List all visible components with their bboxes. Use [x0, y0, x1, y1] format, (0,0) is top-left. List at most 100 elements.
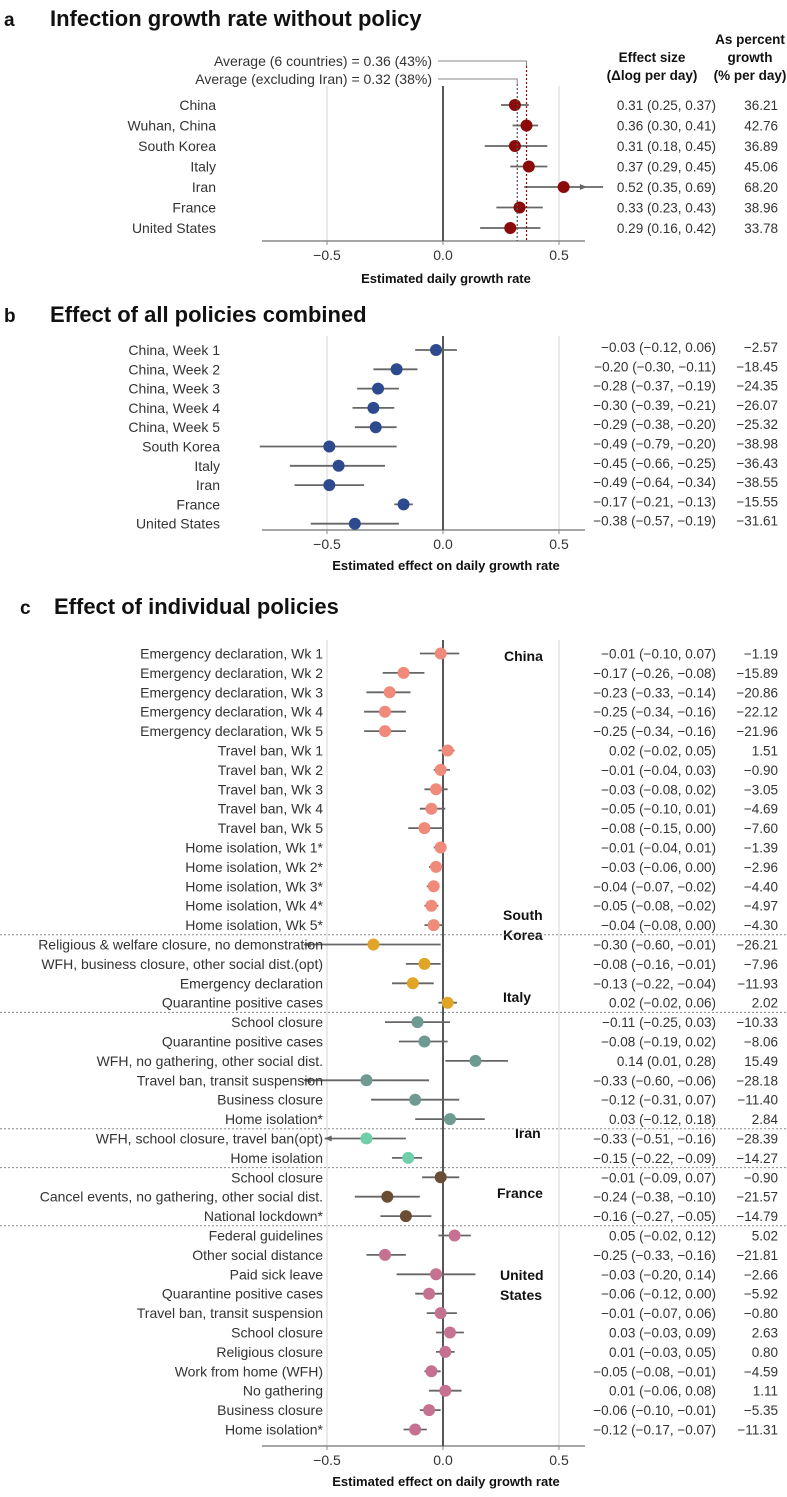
- row-effect-size: −0.33 (−0.51, −0.16): [593, 1132, 716, 1147]
- row-label: Iran: [196, 477, 220, 493]
- point-estimate: [434, 841, 447, 854]
- x-tick-label: 0.0: [433, 536, 453, 552]
- row-percent: −2.66: [744, 1267, 778, 1282]
- point-estimate: [367, 938, 380, 951]
- row-percent: −11.40: [737, 1093, 778, 1108]
- row-effect-size: −0.38 (−0.57, −0.19): [593, 514, 716, 529]
- row-effect-size: −0.25 (−0.34, −0.16): [593, 724, 716, 739]
- row-label: Work from home (WFH): [175, 1363, 323, 1379]
- row-label: China: [179, 97, 216, 113]
- point-estimate: [443, 1113, 456, 1126]
- group-label-united: United: [500, 1267, 544, 1283]
- row-effect-size: −0.05 (−0.08, −0.02): [593, 899, 716, 914]
- panel-b-plot: −0.5 0.0 0.5 China, Week 1 −0.03 (−0.12, 0.0…: [128, 336, 778, 552]
- average-leader: [438, 78, 518, 84]
- row-percent: −22.12: [736, 705, 778, 720]
- row-label: WFH, school closure, travel ban(opt): [96, 1131, 323, 1147]
- row-label: Religious & welfare closure, no demonstr…: [38, 937, 323, 953]
- row-percent: −28.39: [736, 1132, 778, 1147]
- row-percent: 42.76: [744, 119, 778, 134]
- ci-arrow: [579, 184, 587, 190]
- row-label: United States: [136, 516, 220, 532]
- point-estimate: [441, 744, 454, 757]
- row-effect-size: −0.12 (−0.31, 0.07): [601, 1093, 716, 1108]
- row-effect-size: 0.01 (−0.06, 0.08): [609, 1384, 716, 1399]
- row-label: Cancel events, no gathering, other socia…: [40, 1189, 323, 1205]
- row-effect-size: −0.29 (−0.38, −0.20): [593, 417, 716, 432]
- row-label: Wuhan, China: [128, 118, 217, 134]
- row-label: Travel ban, Wk 3: [218, 781, 324, 797]
- row-effect-size: 0.14 (0.01, 0.28): [617, 1054, 716, 1069]
- row-effect-size: 0.31 (0.25, 0.37): [617, 98, 716, 113]
- row-percent: 33.78: [744, 221, 778, 236]
- panel-a-xlabel: Estimated daily growth rate: [361, 271, 531, 286]
- point-estimate: [508, 99, 521, 111]
- row-effect-size: −0.06 (−0.12, 0.00): [601, 1287, 716, 1302]
- row-label: China, Week 1: [128, 342, 220, 358]
- row-label: Home isolation: [230, 1150, 323, 1166]
- point-estimate: [425, 899, 438, 912]
- row-effect-size: −0.04 (−0.08, 0.00): [601, 918, 716, 933]
- row-percent: −24.35: [736, 379, 778, 394]
- average-excl-label: Average (excluding Iran) = 0.32 (38%): [195, 71, 432, 87]
- point-estimate: [427, 880, 440, 893]
- point-estimate: [469, 1054, 482, 1067]
- row-label: School closure: [231, 1169, 323, 1185]
- row-effect-size: −0.06 (−0.10, −0.01): [593, 1403, 716, 1418]
- row-effect-size: 0.02 (−0.02, 0.06): [609, 996, 716, 1011]
- point-estimate: [397, 666, 410, 679]
- row-label: Emergency declaration, Wk 1: [140, 646, 323, 662]
- row-percent: −1.19: [744, 647, 778, 662]
- panel-c-letter: c: [20, 598, 31, 619]
- row-percent: −26.21: [736, 938, 778, 953]
- row-effect-size: −0.04 (−0.07, −0.02): [593, 879, 716, 894]
- row-label: Home isolation, Wk 5*: [185, 917, 323, 933]
- row-percent: −18.45: [736, 359, 778, 374]
- point-estimate: [348, 517, 361, 530]
- point-estimate: [430, 783, 443, 796]
- row-percent: 1.51: [752, 744, 778, 759]
- x-tick-label: 0.0: [433, 1452, 453, 1468]
- row-label: China, Week 3: [128, 381, 220, 397]
- panel-c-plot: −0.5 0.0 0.5 Emergency declaration, Wk 1 −0.…: [0, 640, 787, 1468]
- point-estimate: [379, 1248, 391, 1261]
- panel-b-xlabel: Estimated effect on daily growth rate: [332, 558, 560, 573]
- row-effect-size: −0.33 (−0.60, −0.06): [593, 1073, 716, 1088]
- row-label: Home isolation, Wk 2*: [185, 859, 323, 875]
- row-effect-size: −0.49 (−0.79, −0.20): [593, 437, 716, 452]
- panel-b-title: Effect of all policies combined: [50, 302, 367, 327]
- row-percent: −11.31: [737, 1423, 778, 1438]
- row-effect-size: 0.29 (0.16, 0.42): [617, 221, 716, 236]
- row-label: Italy: [190, 159, 216, 175]
- row-label: Federal guidelines: [209, 1228, 323, 1244]
- point-estimate: [441, 996, 454, 1009]
- row-effect-size: −0.49 (−0.64, −0.34): [593, 475, 716, 490]
- row-percent: 36.89: [744, 139, 778, 154]
- point-estimate: [332, 459, 345, 472]
- row-effect-size: −0.01 (−0.10, 0.07): [601, 647, 716, 662]
- point-estimate: [418, 1035, 431, 1048]
- row-percent: −7.96: [744, 957, 778, 972]
- group-label-italy: Italy: [503, 989, 531, 1005]
- row-percent: 68.20: [744, 180, 778, 195]
- point-estimate: [557, 181, 570, 193]
- row-percent: −36.43: [736, 456, 778, 471]
- row-label: WFH, no gathering, other social dist.: [97, 1053, 323, 1069]
- x-tick-label: −0.5: [313, 1452, 341, 1468]
- row-effect-size: −0.03 (−0.12, 0.06): [601, 340, 716, 355]
- row-effect-size: −0.24 (−0.38, −0.10): [593, 1190, 716, 1205]
- group-label-south: South: [503, 907, 543, 923]
- row-label: Home isolation, Wk 1*: [185, 840, 323, 856]
- row-label: South Korea: [142, 439, 220, 455]
- row-label: United States: [132, 220, 216, 236]
- row-percent: 0.80: [752, 1345, 778, 1360]
- x-tick-label: −0.5: [313, 247, 341, 263]
- row-percent: 1.11: [753, 1384, 778, 1399]
- point-estimate: [520, 119, 533, 132]
- row-percent: −21.81: [736, 1248, 778, 1263]
- point-estimate: [448, 1229, 461, 1242]
- row-label: Quarantine positive cases: [162, 995, 323, 1011]
- point-estimate: [443, 1326, 456, 1339]
- row-effect-size: −0.20 (−0.30, −0.11): [594, 359, 716, 374]
- group-label-iran: Iran: [515, 1125, 541, 1141]
